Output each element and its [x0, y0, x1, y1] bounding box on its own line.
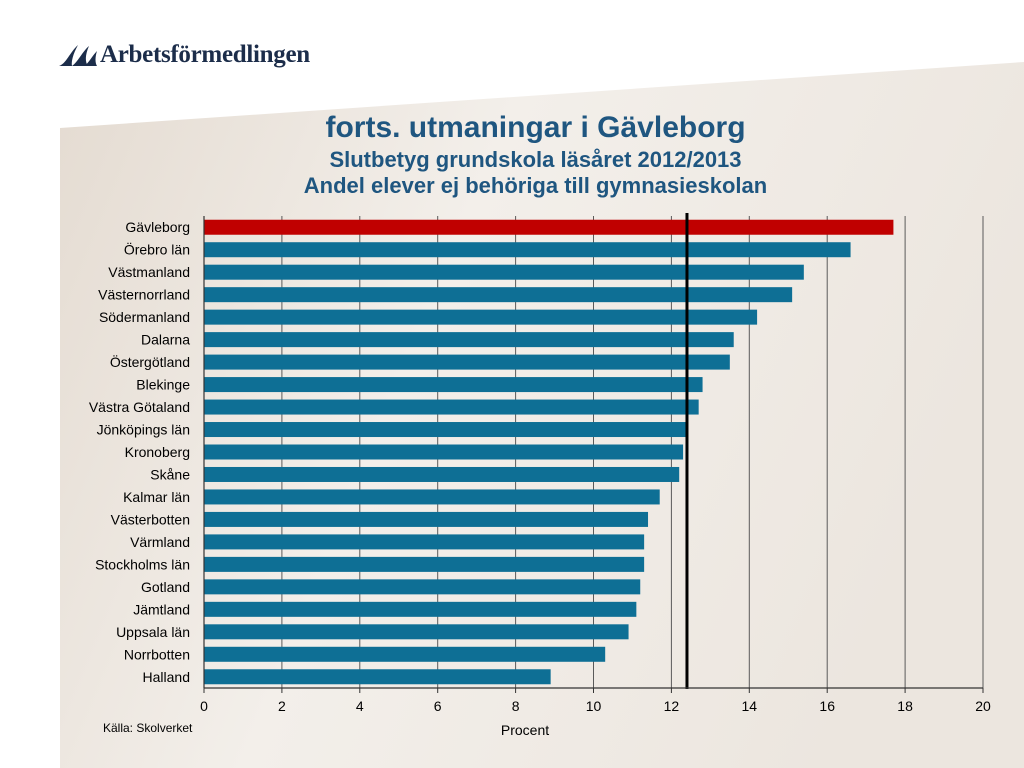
category-label: Halland	[143, 669, 190, 685]
bar	[204, 287, 793, 303]
category-label: Västra Götaland	[89, 399, 190, 415]
bar	[204, 264, 804, 280]
bar	[204, 332, 734, 348]
x-tick-label: 10	[586, 698, 602, 714]
x-tick-label: 4	[356, 698, 364, 714]
category-label: Västerbotten	[111, 511, 190, 527]
category-label: Jönköpings län	[97, 422, 190, 438]
category-label: Södermanland	[99, 309, 190, 325]
chart-title: forts. utmaningar i Gävleborg	[325, 111, 746, 144]
category-label: Västmanland	[108, 264, 190, 280]
category-label: Uppsala län	[116, 624, 190, 640]
chart-subtitle-1: Slutbetyg grundskola läsåret 2012/2013	[329, 147, 742, 172]
bar	[204, 309, 758, 325]
category-label: Blekinge	[136, 377, 190, 393]
bar	[204, 489, 660, 505]
category-label: Örebro län	[124, 241, 190, 258]
x-tick-label: 6	[434, 698, 442, 714]
bar	[204, 534, 645, 550]
x-tick-label: 14	[742, 698, 758, 714]
x-axis-label: Procent	[501, 722, 549, 738]
source-note: Källa: Skolverket	[103, 721, 193, 735]
category-label: Kalmar län	[123, 489, 190, 505]
x-tick-label: 16	[819, 698, 835, 714]
x-tick-label: 2	[278, 698, 286, 714]
logo-text: Arbetsförmedlingen	[100, 41, 310, 68]
bar	[204, 354, 730, 370]
bar	[204, 377, 703, 393]
category-label: Östergötland	[110, 353, 190, 370]
category-label: Kronoberg	[125, 444, 190, 460]
category-label: Värmland	[130, 534, 190, 550]
logo-mark-icon	[59, 45, 97, 66]
bar	[204, 511, 649, 527]
x-tick-label: 18	[897, 698, 913, 714]
bar	[204, 556, 645, 572]
bar	[204, 422, 687, 438]
bar	[204, 466, 680, 482]
category-label: Skåne	[150, 466, 190, 482]
x-tick-label: 12	[664, 698, 680, 714]
bar	[204, 242, 851, 258]
bar	[204, 669, 551, 685]
bar	[204, 579, 641, 595]
chart-subtitle-2: Andel elever ej behöriga till gymnasiesk…	[303, 173, 768, 198]
category-label: Gotland	[141, 579, 190, 595]
category-label: Norrbotten	[124, 646, 190, 662]
x-tick-label: 20	[975, 698, 991, 714]
category-label: Stockholms län	[95, 556, 190, 572]
title-block: forts. utmaningar i Gävleborg Slutbetyg …	[0, 108, 1024, 199]
bar	[204, 624, 629, 640]
arbetsformedlingen-logo: Arbetsförmedlingen	[58, 38, 310, 72]
category-label: Dalarna	[141, 332, 190, 348]
x-tick-label: 8	[512, 698, 520, 714]
bar	[204, 601, 637, 617]
category-label: Gävleborg	[125, 219, 190, 235]
bar	[204, 646, 606, 662]
bar	[204, 444, 684, 460]
x-tick-label: 0	[200, 698, 208, 714]
category-label: Jämtland	[133, 601, 190, 617]
bar	[204, 399, 699, 415]
bar	[204, 219, 894, 235]
category-label: Västernorrland	[98, 287, 190, 303]
